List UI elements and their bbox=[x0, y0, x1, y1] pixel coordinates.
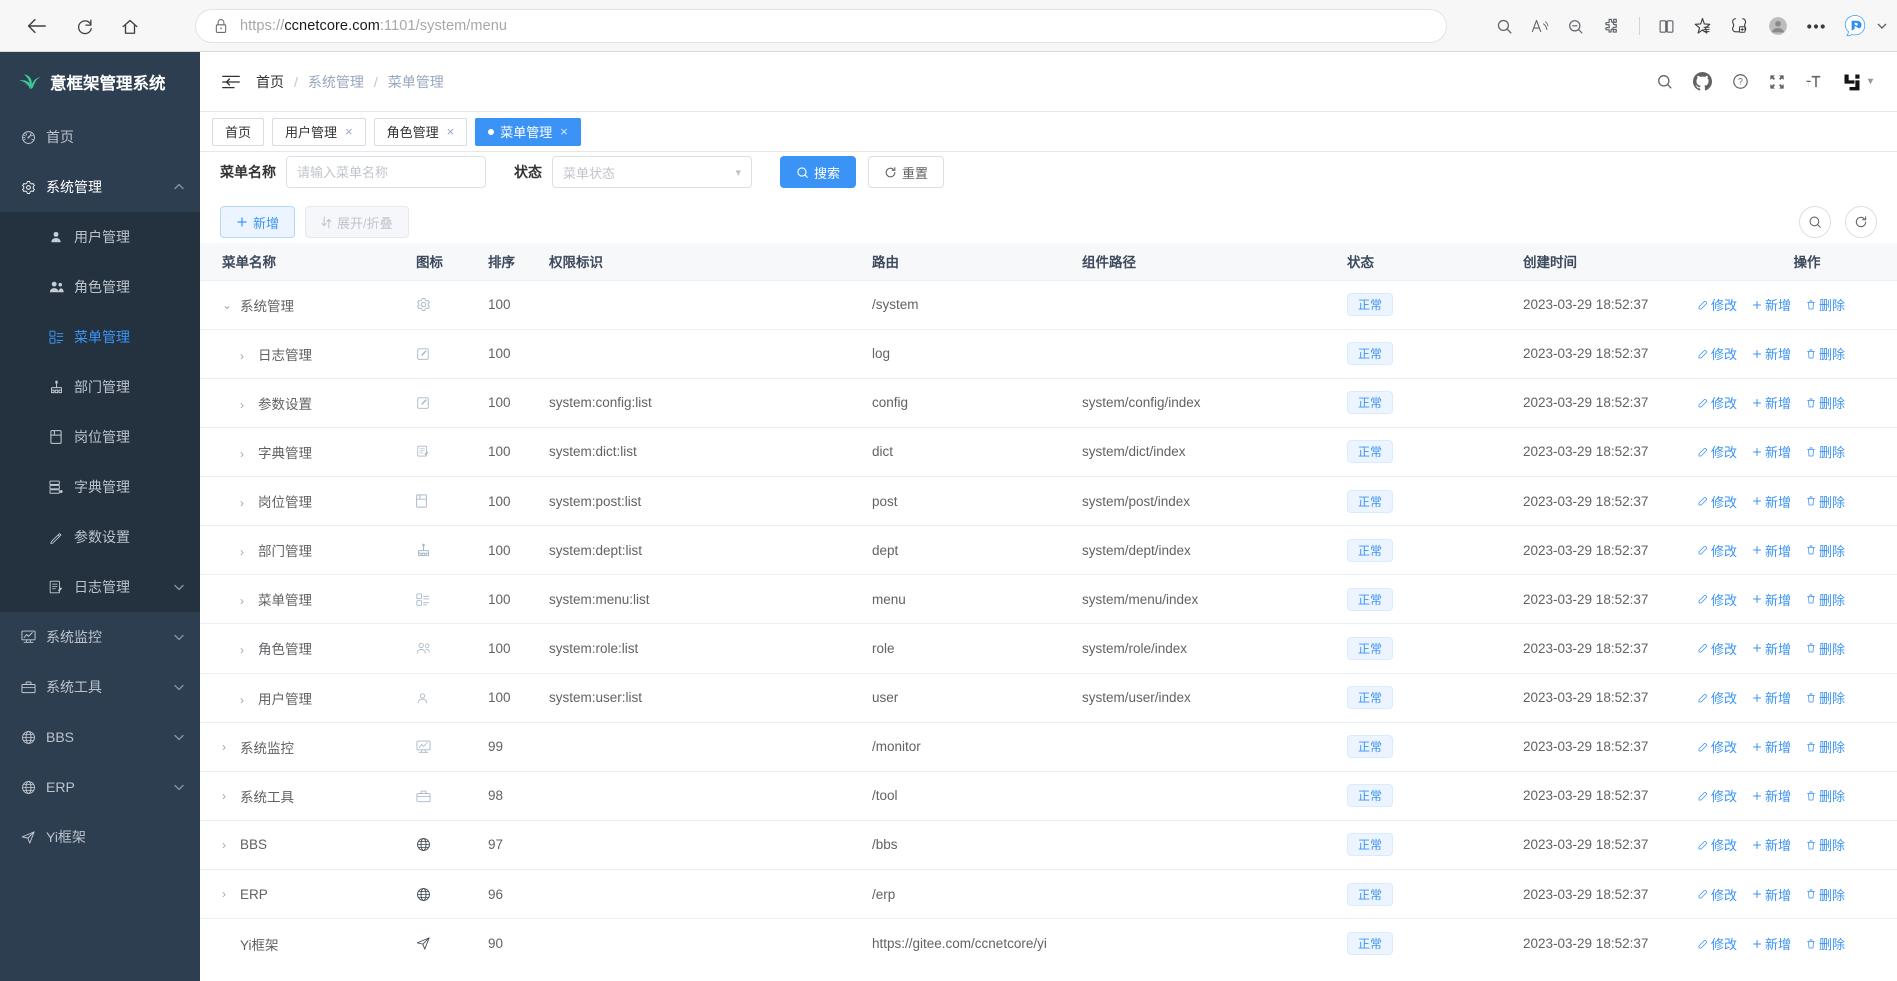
svg-text:?: ? bbox=[1738, 77, 1743, 87]
